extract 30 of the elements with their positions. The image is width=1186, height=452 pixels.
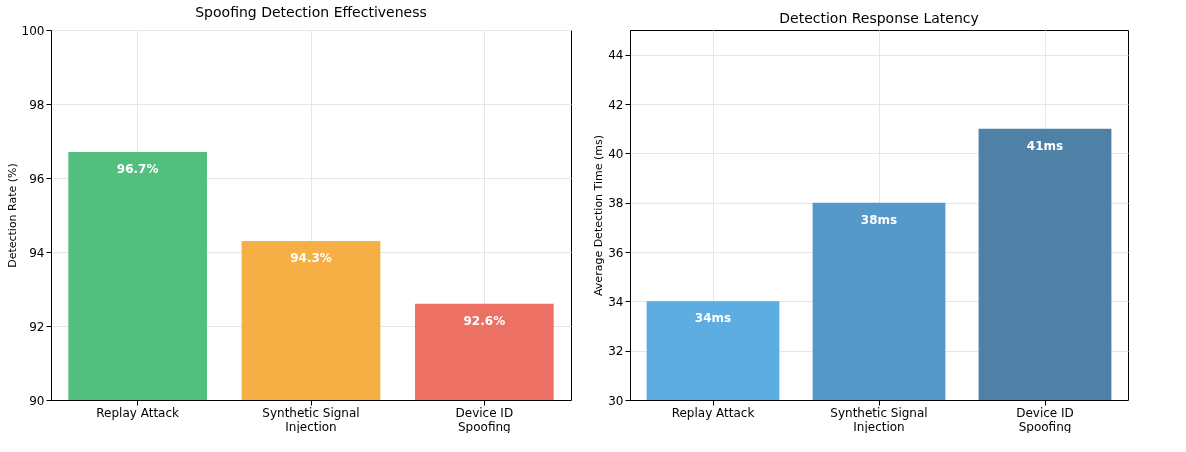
y-tick-label: 38	[608, 196, 624, 211]
y-tick-label: 90	[29, 393, 45, 408]
y-tick-label: 42	[608, 97, 624, 112]
chart-title: Spoofing Detection Effectiveness	[195, 4, 427, 20]
data-label: 96.7%	[116, 162, 159, 177]
y-tick-label: 40	[608, 146, 624, 161]
y-axis-title: Detection Rate (%)	[5, 163, 19, 268]
chart-title: Detection Response Latency	[779, 10, 979, 26]
y-tick-label: 96	[29, 171, 45, 186]
y-axis-title: Average Detection Time (ms)	[592, 134, 606, 297]
x-tick-label: Device ID Spoofing	[1016, 405, 1074, 434]
x-tick-label: Synthetic Signal Injection	[830, 405, 928, 434]
y-tick-label: 36	[608, 245, 624, 260]
y-tick-label: 32	[608, 344, 624, 359]
data-label: 94.3%	[290, 250, 332, 265]
x-tick-label: Device ID Spoofing	[455, 405, 514, 434]
x-tick-label: Replay Attack	[671, 405, 755, 420]
x-tick-label: Synthetic Signal Injection	[262, 405, 360, 434]
y-tick-label: 100	[21, 23, 45, 38]
y-tick-label: 92	[29, 319, 45, 334]
y-tick-label: 98	[29, 97, 45, 112]
x-tick-label: Replay Attack	[96, 405, 180, 420]
y-tick-label: 30	[608, 393, 624, 408]
data-label: 34ms	[694, 311, 732, 326]
y-tick-label: 34	[608, 294, 624, 309]
y-tick-label: 94	[29, 245, 45, 260]
data-label: 92.6%	[463, 313, 506, 328]
data-label: 38ms	[860, 212, 898, 227]
y-tick-label: 44	[608, 48, 624, 63]
data-label: 41ms	[1026, 138, 1064, 153]
